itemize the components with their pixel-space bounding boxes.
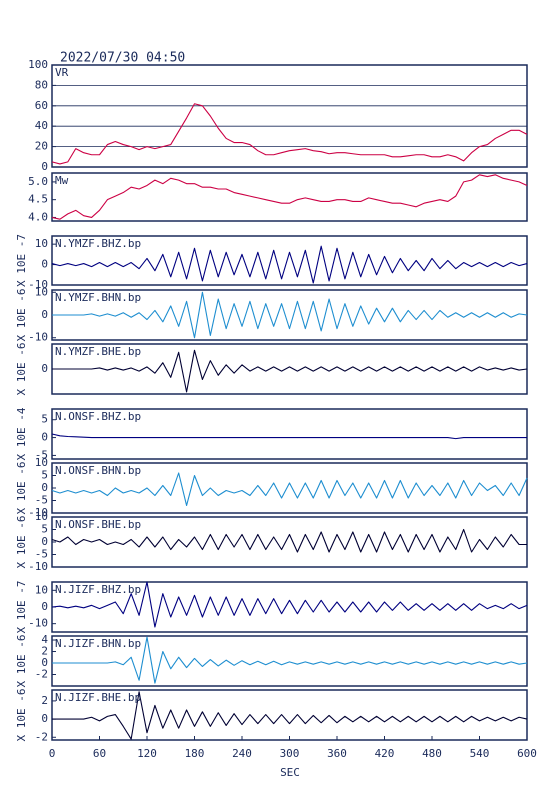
y-unit-label: X 10E -6: [15, 289, 28, 342]
y-tick-label: -10: [28, 617, 48, 630]
y-tick-label: 2: [41, 645, 48, 658]
y-tick-label: 0: [41, 362, 48, 375]
y-tick-label: 10: [35, 510, 48, 523]
y-tick-label: 2: [41, 694, 48, 707]
y-tick-label: 20: [35, 140, 48, 153]
y-tick-label: 5: [41, 413, 48, 426]
panel-label: Mw: [55, 174, 69, 187]
chart-title: 2022/07/30 04:50: [60, 51, 185, 66]
y-tick-label: 100: [28, 58, 48, 71]
y-unit-label: X 10E -6: [15, 689, 28, 742]
y-tick-label: -2: [35, 730, 48, 743]
trace: [52, 691, 528, 740]
panel-label: N.JIZF.BHN.bp: [55, 637, 141, 650]
y-tick-label: -5: [35, 448, 48, 461]
y-tick-label: 4.5: [28, 193, 48, 206]
panel-frame: [51, 235, 528, 286]
x-tick-label: 540: [470, 747, 490, 760]
y-unit-label: X 10E -4: [15, 407, 28, 460]
y-tick-label: 60: [35, 99, 48, 112]
y-tick-label: 5.0: [28, 175, 48, 188]
y-unit-label: X 10E -6: [15, 343, 28, 396]
y-tick-label: -10: [28, 506, 48, 519]
x-tick-label: 420: [375, 747, 395, 760]
y-unit-label: X 10E -7: [15, 234, 28, 287]
y-tick-label: 0: [41, 712, 48, 725]
x-tick-label: 60: [93, 747, 106, 760]
y-tick-label: 80: [35, 78, 48, 91]
y-tick-label: 5: [41, 523, 48, 536]
x-tick-label: 120: [137, 747, 157, 760]
y-tick-label: -2: [35, 668, 48, 681]
y-unit-label: X 10E -6: [15, 516, 28, 569]
trace: [51, 528, 527, 553]
y-tick-label: 10: [35, 237, 48, 250]
y-tick-label: 40: [35, 119, 48, 132]
panel-frame: [51, 635, 528, 687]
x-tick-label: 300: [280, 747, 300, 760]
trace: [52, 636, 528, 684]
trace: [52, 291, 528, 339]
x-tick-label: 180: [185, 747, 205, 760]
panel-label: VR: [55, 66, 69, 79]
trace: [52, 349, 528, 393]
x-axis-label: SEC: [280, 766, 300, 779]
panel-label: N.ONSF.BHZ.bp: [55, 410, 141, 423]
y-tick-label: 0: [41, 600, 48, 613]
trace: [51, 103, 528, 165]
panel-label: N.YMZF.BHN.bp: [55, 291, 141, 304]
y-tick-label: -5: [35, 494, 48, 507]
y-tick-label: 10: [35, 583, 48, 596]
x-tick-label: 240: [232, 747, 252, 760]
x-tick-label: 0: [49, 747, 56, 760]
y-unit-label: X 10E -6: [15, 635, 28, 688]
y-tick-label: 10: [35, 285, 48, 298]
trace: [51, 433, 527, 440]
y-tick-label: 0: [41, 656, 48, 669]
panel-frame: [51, 172, 528, 222]
y-tick-label: -10: [28, 331, 48, 344]
y-tick-label: 4: [41, 633, 48, 646]
y-tick-label: 0: [41, 431, 48, 444]
panel-label: N.JIZF.BHZ.bp: [55, 583, 141, 596]
y-tick-label: 0: [41, 481, 48, 494]
y-tick-label: 4.0: [28, 210, 48, 223]
panel-frame: [51, 64, 528, 168]
y-unit-label: X 10E -7: [15, 581, 28, 634]
panel-label: N.JIZF.BHE.bp: [55, 691, 141, 704]
y-tick-label: -10: [28, 278, 48, 291]
y-tick-label: 0: [41, 535, 48, 548]
panel-label: N.ONSF.BHE.bp: [55, 518, 141, 531]
x-tick-label: 480: [422, 747, 442, 760]
y-tick-label: -5: [35, 548, 48, 561]
y-tick-label: 0: [41, 160, 48, 173]
panel-label: N.ONSF.BHN.bp: [55, 464, 141, 477]
panel-label: N.YMZF.BHZ.bp: [55, 237, 141, 250]
trace: [51, 581, 528, 628]
y-unit-label: X 10E -6: [15, 462, 28, 515]
x-tick-label: 360: [327, 747, 347, 760]
y-tick-label: 5: [41, 469, 48, 482]
panel-label: N.YMZF.BHE.bp: [55, 345, 141, 358]
trace: [51, 245, 528, 284]
y-tick-label: 0: [41, 258, 48, 271]
y-tick-label: -10: [28, 560, 48, 573]
y-tick-label: 0: [41, 308, 48, 321]
y-tick-label: 10: [35, 456, 48, 469]
x-tick-label: 600: [517, 747, 537, 760]
trace: [51, 174, 528, 220]
trace: [51, 472, 528, 507]
